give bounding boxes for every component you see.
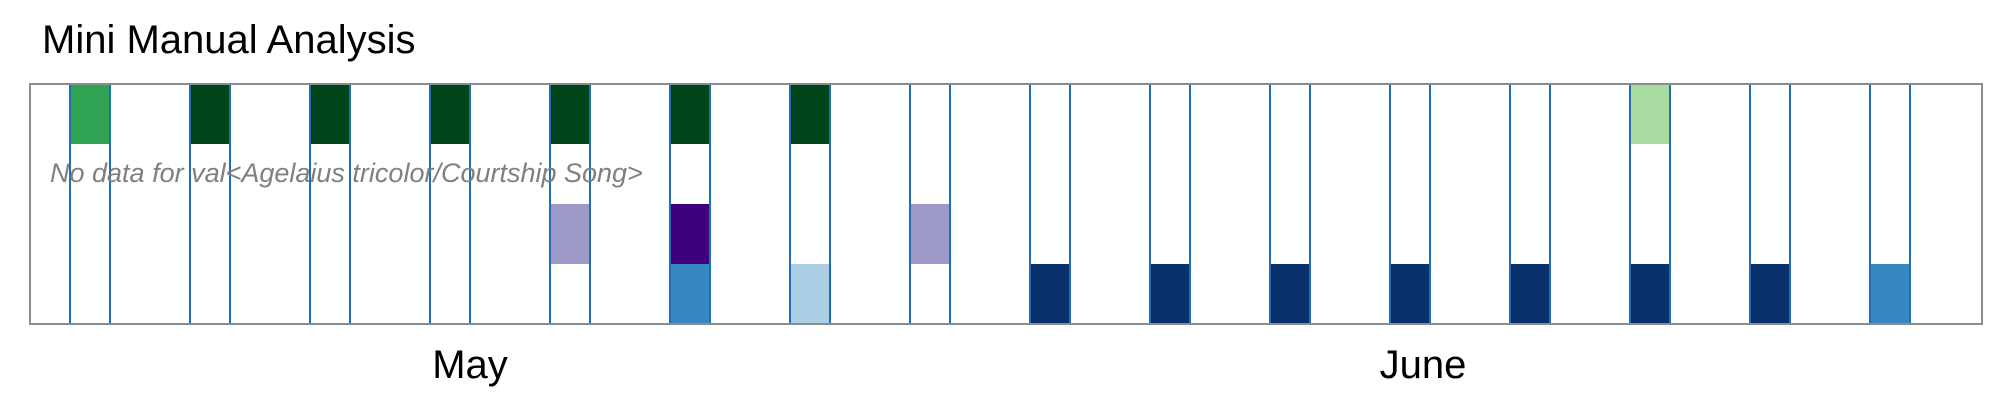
heatmap-cell xyxy=(1630,84,1670,144)
heatmap-cell xyxy=(190,84,230,144)
x-axis-label: May xyxy=(432,343,508,387)
heatmap-cell xyxy=(70,84,110,144)
heatmap-cell xyxy=(1510,264,1550,324)
x-axis-label: June xyxy=(1380,343,1467,387)
heatmap-cell xyxy=(1270,264,1310,324)
heatmap-cell xyxy=(1150,264,1190,324)
heatmap-cell xyxy=(790,264,830,324)
heatmap-cell xyxy=(550,84,590,144)
heatmap-cell xyxy=(670,264,710,324)
heatmap-cell xyxy=(1750,264,1790,324)
no-data-message: No data for val<Agelaius tricolor/Courts… xyxy=(50,158,643,188)
heatmap-cell xyxy=(1390,264,1430,324)
x-axis-labels: May June xyxy=(432,343,1466,387)
plot-frame xyxy=(29,83,1983,325)
heatmap-cell xyxy=(310,84,350,144)
heatmap-cells xyxy=(70,84,1910,324)
heatmap-cell xyxy=(1870,264,1910,324)
heatmap-cell xyxy=(1030,264,1070,324)
heatmap-cell xyxy=(430,84,470,144)
heatmap-cell xyxy=(790,84,830,144)
heatmap-cell xyxy=(670,204,710,264)
heatmap-cell xyxy=(550,204,590,264)
chart-title: Mini Manual Analysis xyxy=(42,18,416,62)
heatmap-cell xyxy=(1630,264,1670,324)
heatmap-cell xyxy=(670,84,710,144)
heatmap-cell xyxy=(910,204,950,264)
column-markers xyxy=(69,84,1911,324)
